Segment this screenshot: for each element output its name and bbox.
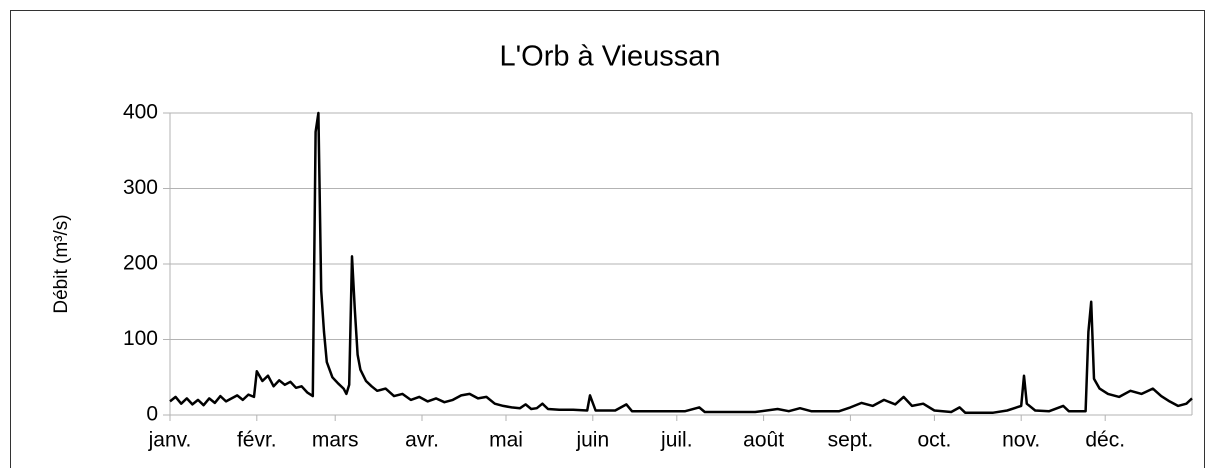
x-tick-label: mars bbox=[312, 429, 359, 452]
y-axis-label: Débit (m³/s) bbox=[51, 214, 72, 313]
x-tick-label: août bbox=[743, 429, 784, 452]
y-tick-label: 200 bbox=[123, 252, 158, 275]
x-tick-label: avr. bbox=[405, 429, 439, 452]
chart-title: L'Orb à Vieussan bbox=[499, 41, 720, 73]
x-tick-label: mai bbox=[489, 429, 523, 452]
y-tick-label: 0 bbox=[146, 403, 158, 426]
x-tick-label: nov. bbox=[1002, 429, 1040, 452]
x-tick-label: sept. bbox=[828, 429, 874, 452]
y-tick-label: 100 bbox=[123, 327, 158, 350]
x-tick-label: oct. bbox=[917, 429, 951, 452]
chart-frame bbox=[10, 10, 1205, 468]
x-tick-label: déc. bbox=[1085, 429, 1125, 452]
data-line bbox=[169, 111, 1193, 414]
x-tick-label: juin bbox=[575, 429, 609, 452]
x-tick-label: juil. bbox=[660, 429, 693, 452]
x-tick-label: janv. bbox=[148, 429, 192, 452]
x-tick-label: févr. bbox=[237, 429, 277, 452]
y-tick-label: 400 bbox=[123, 101, 158, 124]
y-tick-label: 300 bbox=[123, 176, 158, 199]
